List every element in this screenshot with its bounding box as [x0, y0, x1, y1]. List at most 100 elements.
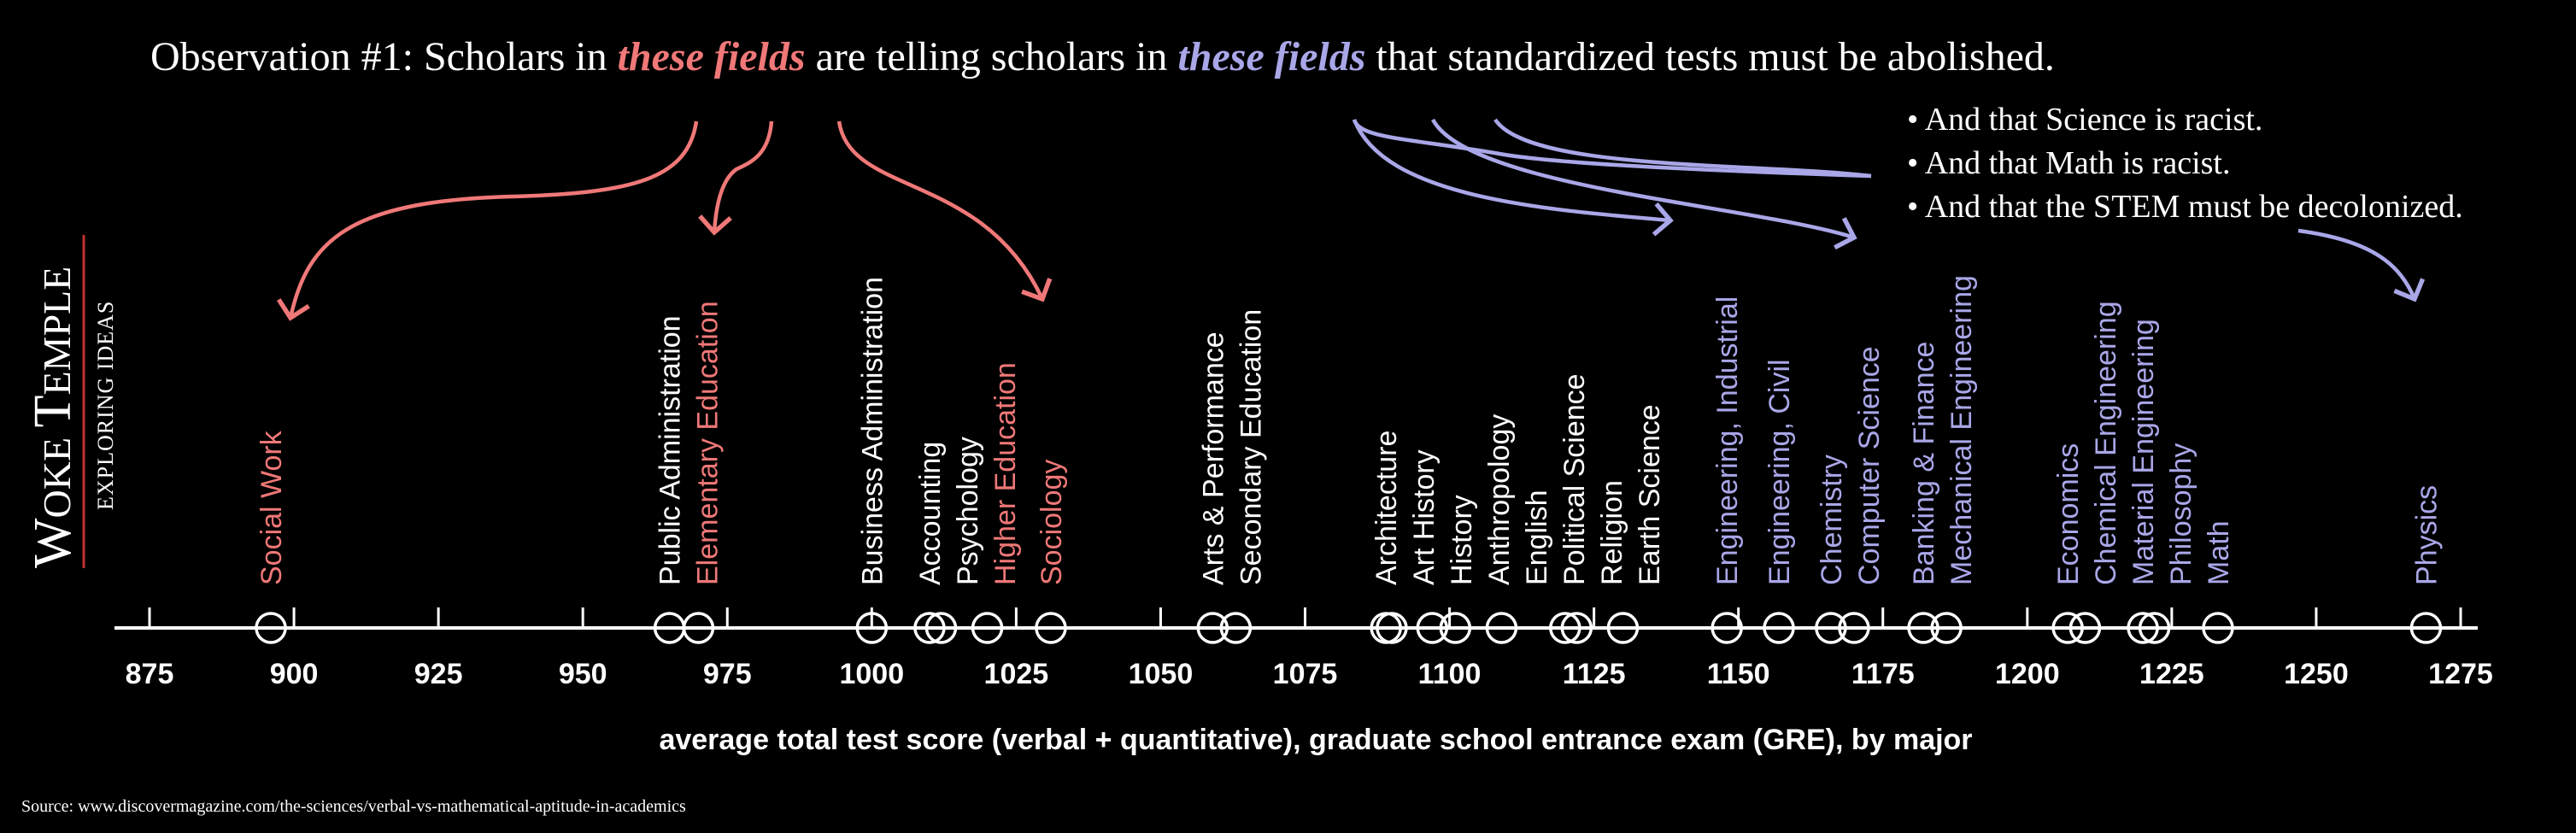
point-engineering-civil [1763, 612, 1795, 644]
label-mechanical-engineering: Mechanical Engineering [1945, 275, 1978, 585]
arrow-to-industrial-engineering [1352, 119, 1674, 237]
logo-big-t: T [24, 396, 82, 428]
logo-tagline: EXPLORING IDEAS [93, 301, 118, 510]
point-anthropology [1439, 612, 1472, 644]
title-emph-blue: these fields [1177, 34, 1365, 79]
arrow-top [1493, 118, 1872, 179]
label-art-history: Art History [1408, 449, 1441, 585]
label-sociology: Sociology [1036, 460, 1068, 585]
point-material-engineering [2127, 612, 2159, 644]
x-tick-label-1000: 1000 [839, 658, 904, 690]
x-tick-label-1250: 1250 [2284, 658, 2349, 690]
arrow-from-bullets-1 [1352, 119, 1872, 179]
label-math: Math [2203, 520, 2235, 585]
point-arts-performance [1196, 612, 1229, 644]
arrow-to-social-work [276, 120, 699, 321]
point-social-work [255, 612, 287, 644]
label-elementary-education: Elementary Education [692, 301, 725, 585]
svg-text:WOKE TEMPLE: WOKE TEMPLE [24, 267, 82, 568]
label-arts-performance: Arts & Performance [1197, 331, 1229, 585]
data-points [255, 612, 2443, 644]
x-tick-label-1025: 1025 [984, 658, 1049, 690]
logo-big-w: W [24, 518, 82, 568]
point-english [1485, 612, 1518, 644]
x-tick-label-900: 900 [270, 658, 319, 690]
title-emph-red: these fields [618, 34, 806, 79]
x-tick-label-925: 925 [414, 658, 463, 690]
point-art-history [1376, 612, 1408, 644]
label-physics: Physics [2410, 485, 2443, 585]
point-psychology [924, 612, 958, 644]
point-sociology [1035, 612, 1067, 644]
point-elementary-education [682, 612, 715, 644]
label-accounting: Accounting [914, 442, 947, 585]
x-tick-label-1050: 1050 [1129, 658, 1194, 690]
point-banking-finance [1907, 612, 1939, 644]
label-chemistry: Chemistry [1816, 455, 1848, 585]
label-economics: Economics [2052, 443, 2085, 585]
title-prefix: Observation #1: Scholars in [150, 34, 618, 79]
point-history [1416, 612, 1449, 644]
label-social-work: Social Work [255, 430, 288, 585]
x-tick-label-1200: 1200 [1995, 658, 2060, 690]
arrow-to-computer-science [1431, 118, 1857, 250]
label-banking-finance: Banking & Finance [1908, 342, 1940, 585]
x-tick-label-1175: 1175 [1851, 658, 1915, 690]
point-computer-science [1838, 612, 1870, 644]
x-axis-ticks [148, 607, 2462, 628]
label-earth-science: Earth Science [1634, 404, 1666, 585]
point-physics [2409, 612, 2443, 644]
x-tick-label-1125: 1125 [1563, 658, 1626, 690]
bullet-stem: • And that the STEM must be decolonized. [1907, 189, 2463, 225]
label-architecture: Architecture [1370, 431, 1403, 585]
label-higher-education: Higher Education [989, 362, 1022, 585]
arrow-to-sociology [836, 120, 1053, 302]
point-higher-education [971, 612, 1004, 644]
label-chemical-engineering: Chemical Engineering [2090, 301, 2122, 585]
label-political-science: Political Science [1558, 373, 1591, 585]
label-religion: Religion [1596, 480, 1628, 585]
x-tick-label-1225: 1225 [2139, 658, 2204, 690]
point-accounting [913, 612, 946, 644]
point-math [2202, 612, 2234, 644]
point-earth-science [1606, 612, 1640, 644]
x-tick-label-1275: 1275 [2428, 658, 2493, 690]
x-tick-label-875: 875 [126, 658, 174, 690]
woke-temple-logo: WOKE TEMPLE EXPLORING IDEAS [24, 235, 118, 568]
point-secondary-education [1219, 612, 1253, 644]
title-middle: are telling scholars in [806, 34, 1178, 79]
data-point-labels: Social Work Public Administration Elementa… [255, 275, 2443, 585]
label-psychology: Psychology [952, 437, 984, 585]
title-suffix: that standardized tests must be abolishe… [1365, 34, 2054, 79]
point-business-administration [855, 612, 889, 644]
label-english: English [1521, 490, 1553, 585]
logo-small-oke: OKE [35, 427, 79, 518]
x-axis-label: average total test score (verbal + quant… [659, 724, 1972, 756]
point-mechanical-engineering [1930, 612, 1963, 644]
x-tick-label-1075: 1075 [1273, 658, 1338, 690]
x-tick-label-950: 950 [559, 658, 607, 690]
bullet-math: • And that Math is racist. [1907, 145, 2230, 181]
arrow-to-elementary-education [698, 120, 774, 236]
arrow-to-physics [2297, 228, 2426, 302]
x-axis-tick-labels: 875 900 925 950 975 1000 1025 1050 1075 1100 1125 1… [126, 658, 2493, 690]
point-philosophy [2138, 612, 2171, 644]
label-business-administration: Business Administration [856, 277, 889, 585]
point-political-science [1549, 612, 1581, 644]
x-tick-label-1150: 1150 [1707, 658, 1770, 690]
point-religion [1560, 612, 1593, 644]
label-engineering-industrial: Engineering, Industrial [1711, 296, 1744, 585]
label-computer-science: Computer Science [1853, 346, 1886, 585]
label-engineering-civil: Engineering, Civil [1763, 359, 1796, 585]
point-chemical-engineering [2068, 612, 2102, 644]
chart-title: Observation #1: Scholars in these fields… [150, 34, 2055, 79]
label-history: History [1446, 495, 1478, 585]
point-chemistry [1815, 612, 1847, 644]
bullet-science: • And that Science is racist. [1907, 102, 2262, 138]
label-secondary-education: Secondary Education [1235, 309, 1267, 585]
x-tick-label-1100: 1100 [1418, 658, 1482, 690]
red-arrows [276, 120, 1053, 321]
label-philosophy: Philosophy [2165, 443, 2198, 585]
point-engineering-industrial [1710, 612, 1743, 644]
